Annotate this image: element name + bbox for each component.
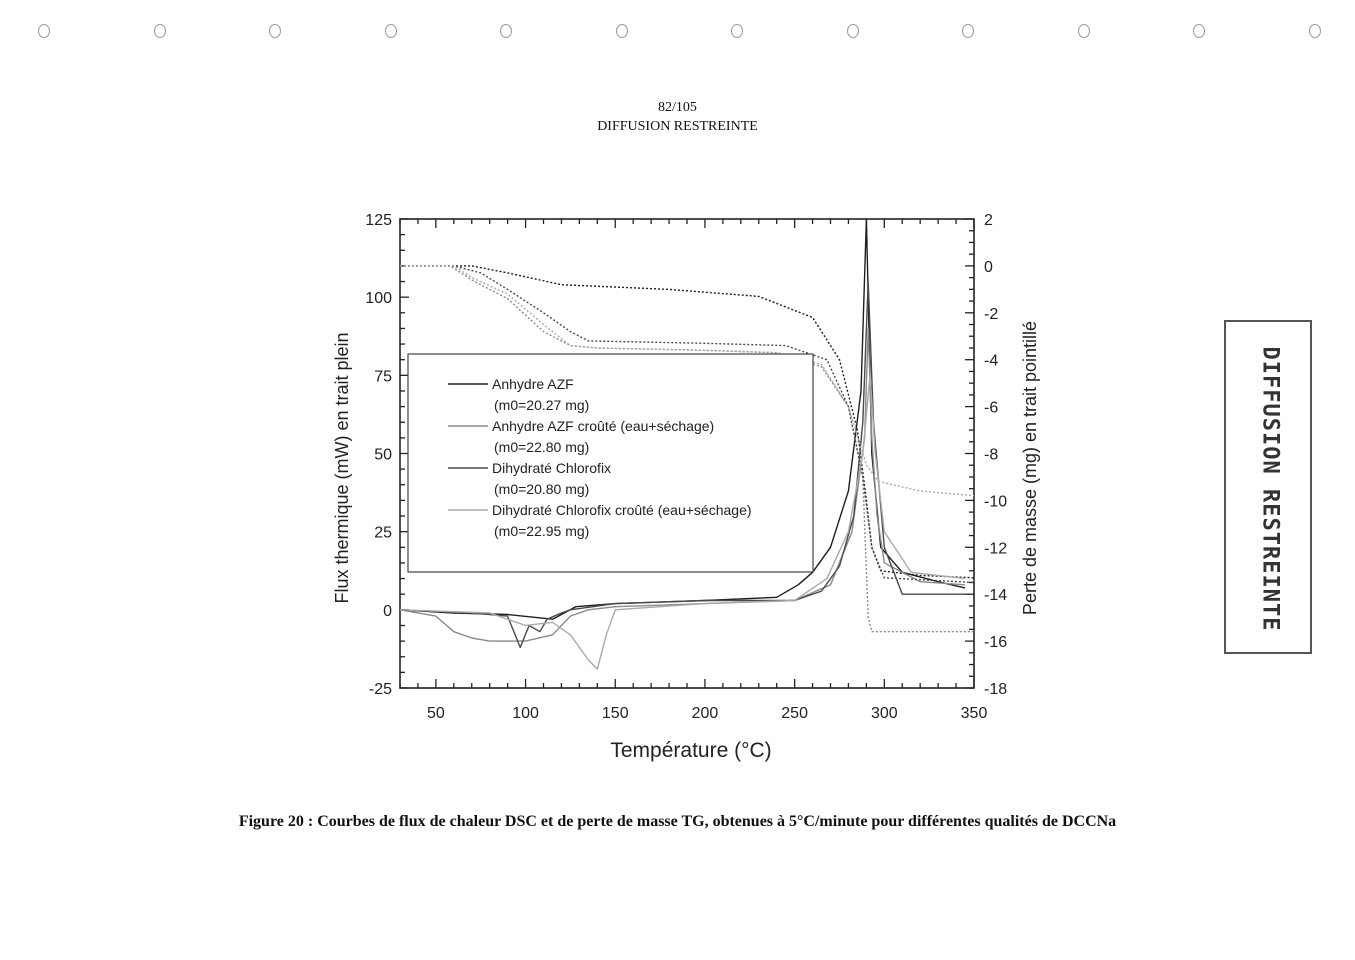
- binder-hole: [1193, 24, 1205, 38]
- y-left-tick-label: 75: [374, 368, 392, 385]
- x-tick-label: 350: [961, 705, 988, 722]
- x-axis-label: Température (°C): [610, 739, 771, 762]
- dsc-series-line-3: [399, 280, 965, 649]
- x-tick-label: 300: [871, 705, 898, 722]
- binder-hole: [269, 24, 281, 38]
- binder-holes: [0, 0, 1355, 60]
- y-axis-right-label: Perte de masse (mg) en trait pointillé: [1020, 321, 1040, 615]
- y-left-tick-label: 100: [365, 290, 392, 307]
- y-right-tick-label: -12: [984, 540, 1007, 557]
- binder-hole: [500, 24, 512, 38]
- y-left-tick-label: 25: [374, 525, 392, 542]
- y-axis-left-label: Flux thermique (mW) en trait plein: [332, 332, 352, 603]
- y-left-tick-label: 125: [365, 212, 392, 229]
- x-tick-label: 50: [427, 705, 445, 722]
- legend-entry-mass: (m0=20.27 mg): [494, 397, 589, 413]
- y-left-tick-label: 50: [374, 447, 392, 464]
- restricted-stamp: DIFFUSION RESTREINTE: [1224, 320, 1312, 654]
- binder-hole: [731, 24, 743, 38]
- figure-caption: Figure 20 : Courbes de flux de chaleur D…: [238, 813, 1117, 830]
- y-right-tick-label: 2: [984, 212, 993, 229]
- legend-entry-label: Dihydraté Chlorofix croûté (eau+séchage): [492, 502, 752, 518]
- stamp-text: DIFFUSION RESTREINTE: [1257, 346, 1283, 632]
- y-left-tick-label: -25: [369, 681, 392, 698]
- y-right-tick-label: -16: [984, 634, 1007, 651]
- y-right-tick-label: -18: [984, 681, 1007, 698]
- legend-entry-mass: (m0=22.95 mg): [494, 523, 589, 539]
- legend-entry-mass: (m0=22.80 mg): [494, 439, 589, 455]
- binder-hole: [384, 24, 397, 38]
- binder-hole: [962, 24, 974, 38]
- x-tick-label: 250: [781, 705, 808, 722]
- y-right-tick-label: -14: [984, 587, 1007, 604]
- dsc-series-line-4: [399, 374, 966, 670]
- y-right-tick-label: -10: [984, 493, 1007, 510]
- y-right-tick-label: -6: [984, 400, 998, 417]
- legend-entry-label: Anhydre AZF croûté (eau+séchage): [492, 418, 714, 434]
- x-tick-label: 200: [692, 705, 719, 722]
- legend: Anhydre AZF (m0=20.27 mg) Anhydre AZF croû…: [407, 353, 814, 573]
- page-header: DIFFUSION RESTREINTE: [597, 119, 758, 134]
- y-left-tick-label: 0: [383, 603, 392, 620]
- axis-ticks: 50 100 150 200 250 300 350 -25 0 25 50 75 100 125 -18 -…: [365, 212, 1007, 722]
- legend-box: [407, 353, 814, 573]
- binder-hole: [1077, 24, 1090, 38]
- binder-hole: [1308, 24, 1321, 38]
- x-tick-label: 150: [602, 705, 629, 722]
- binder-hole: [153, 24, 166, 38]
- tg-series-line-4: [400, 265, 975, 497]
- x-tick-label: 100: [512, 705, 539, 722]
- binder-hole: [38, 24, 50, 38]
- y-right-tick-label: -4: [984, 353, 998, 370]
- binder-hole: [615, 24, 628, 38]
- legend-entry-label: Anhydre AZF: [492, 376, 574, 392]
- legend-entry-label: Dihydraté Chlorofix: [492, 460, 611, 476]
- binder-hole: [846, 24, 859, 38]
- page-number: 82/105: [658, 100, 697, 115]
- y-right-tick-label: -2: [984, 306, 998, 323]
- y-right-tick-label: 0: [984, 259, 993, 276]
- tg-series-line-3: [400, 265, 975, 584]
- tg-series-line-2: [400, 265, 974, 633]
- legend-entry-mass: (m0=20.80 mg): [494, 481, 589, 497]
- y-right-tick-label: -8: [984, 447, 998, 464]
